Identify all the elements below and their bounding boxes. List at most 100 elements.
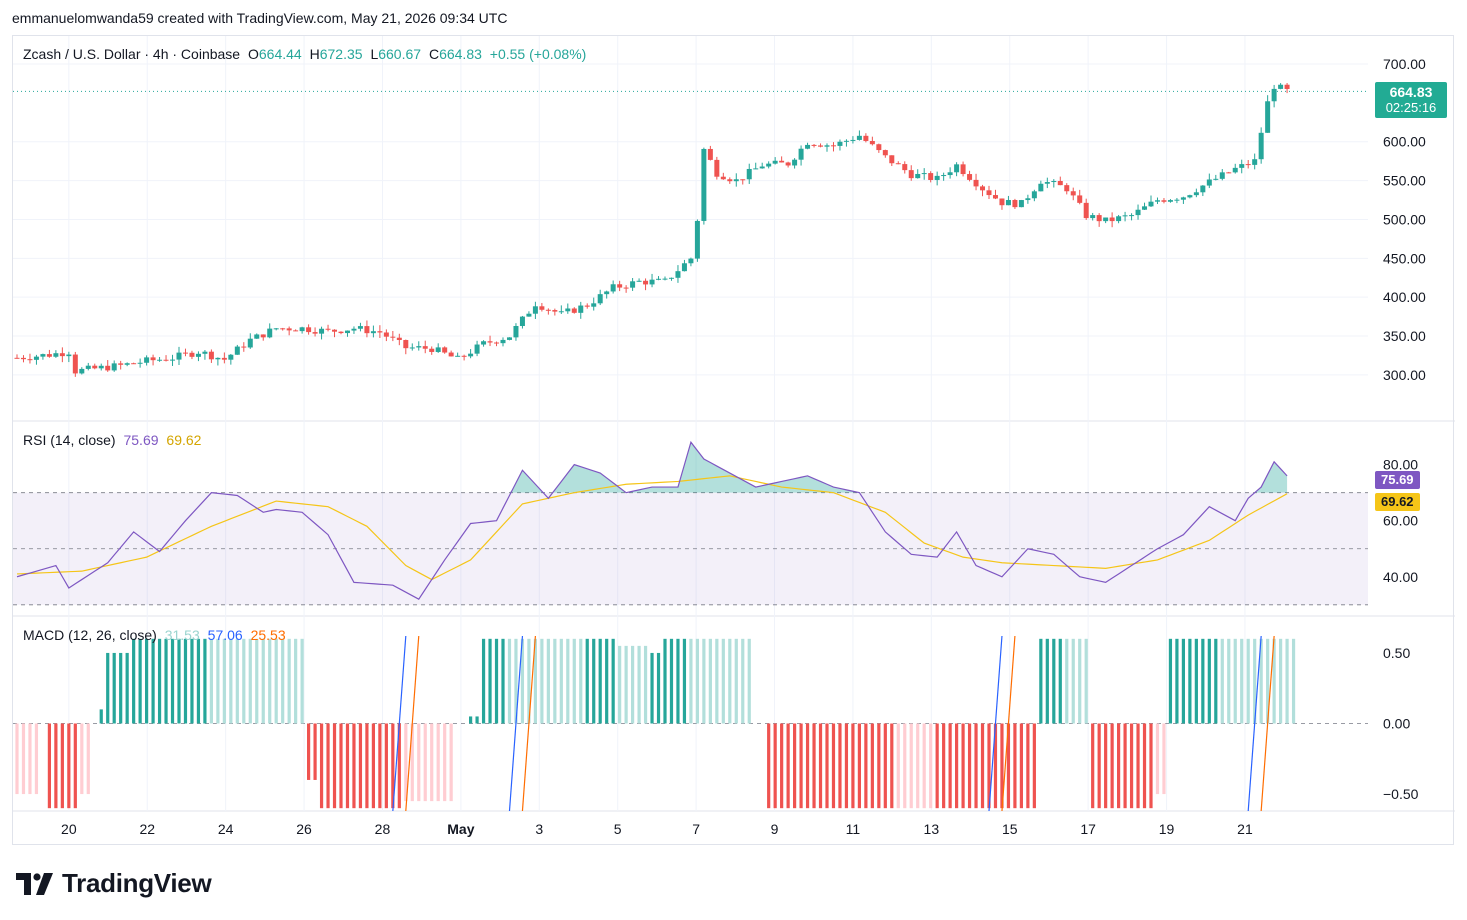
macd-hist-bar bbox=[339, 723, 343, 809]
macd-hist-bar bbox=[449, 723, 453, 802]
candle-body bbox=[1005, 200, 1011, 206]
macd-hist-bar bbox=[106, 652, 110, 724]
macd-hist-bar bbox=[255, 638, 259, 724]
candle-body bbox=[954, 164, 960, 173]
candle-body bbox=[850, 139, 856, 141]
candle-body bbox=[837, 141, 843, 146]
time-axis-tick: May bbox=[447, 821, 474, 837]
time-axis-tick: 13 bbox=[924, 821, 940, 837]
symbol-label: Zcash / U.S. Dollar · 4h · Coinbase bbox=[23, 46, 241, 62]
macd-hist-bar bbox=[326, 723, 330, 809]
candle-body bbox=[584, 305, 590, 307]
rsi-value: 75.69 bbox=[123, 432, 159, 448]
macd-hist-bar bbox=[209, 638, 213, 724]
rsi-legend: RSI (14, close) 75.69 69.62 bbox=[23, 432, 205, 448]
candle-body bbox=[494, 342, 500, 344]
price-axis-tick: 500.00 bbox=[1383, 211, 1426, 227]
candle-body bbox=[792, 159, 798, 166]
macd-hist-bar bbox=[715, 638, 719, 724]
candle-body bbox=[332, 329, 338, 332]
macd-hist-bar bbox=[942, 723, 946, 809]
macd-hist-bar bbox=[443, 723, 447, 802]
candle-body bbox=[98, 365, 104, 369]
candle-body bbox=[1142, 206, 1148, 210]
macd-hist-bar bbox=[119, 652, 123, 724]
price-axis-tick: 600.00 bbox=[1383, 134, 1426, 150]
candle-body bbox=[513, 326, 519, 338]
macd-hist-bar bbox=[1285, 638, 1289, 724]
candle-body bbox=[1154, 200, 1160, 202]
macd-hist-bar bbox=[896, 723, 900, 809]
candle-body bbox=[656, 278, 662, 280]
chart-credit: emmanuelomwanda59 created with TradingVi… bbox=[12, 10, 508, 26]
macd-hist-bar bbox=[948, 723, 952, 809]
candle-body bbox=[234, 346, 240, 355]
macd-hist-bar bbox=[546, 638, 550, 724]
candle-body bbox=[105, 365, 111, 371]
candle-body bbox=[260, 334, 266, 338]
macd-hist-bar bbox=[1233, 638, 1237, 724]
candle-body bbox=[118, 363, 124, 365]
candle-body bbox=[967, 174, 973, 180]
macd-hist-bar bbox=[1071, 638, 1075, 724]
candle-body bbox=[779, 160, 785, 163]
candle-body bbox=[27, 359, 33, 361]
time-axis-tick: 20 bbox=[61, 821, 77, 837]
candle-body bbox=[506, 337, 512, 340]
candle-body bbox=[947, 172, 953, 176]
candle-body bbox=[286, 328, 292, 331]
macd-hist-bar bbox=[378, 723, 382, 809]
macd-hist-bar bbox=[248, 638, 252, 724]
candle-body bbox=[1193, 192, 1199, 196]
macd-hist-bar bbox=[566, 638, 570, 724]
candle-body bbox=[1271, 88, 1277, 102]
macd-hist-bar bbox=[987, 723, 991, 809]
candle-body bbox=[189, 352, 195, 357]
time-axis-tick: 5 bbox=[614, 821, 622, 837]
candle-body bbox=[869, 140, 875, 145]
candle-body bbox=[416, 346, 422, 348]
candle-body bbox=[630, 281, 636, 288]
candle-body bbox=[1051, 180, 1057, 183]
candle-body bbox=[733, 179, 739, 182]
macd-hist-bar bbox=[86, 723, 90, 795]
chart-frame[interactable]: 700.00 600.00 550.00 500.00 450.00 400.00 350.… bbox=[12, 35, 1455, 846]
candle-body bbox=[111, 363, 117, 371]
candle-body bbox=[1038, 183, 1044, 192]
macd-hist-bar bbox=[559, 638, 563, 724]
candle-body bbox=[636, 280, 642, 282]
macd-hist-bar bbox=[605, 638, 609, 724]
macd-hist-bar bbox=[1091, 723, 1095, 809]
macd-hist-bar bbox=[164, 638, 168, 724]
macd-hist-bar bbox=[190, 638, 194, 724]
macd-hist-bar bbox=[1123, 723, 1127, 809]
candle-body bbox=[1213, 178, 1219, 180]
macd-hist-bar bbox=[1000, 723, 1004, 809]
rsi-ma-badge: 69.62 bbox=[1375, 493, 1420, 511]
macd-hist-bar bbox=[728, 638, 732, 724]
macd-hist-bar bbox=[540, 638, 544, 724]
macd-hist-bar bbox=[67, 723, 71, 809]
candle-body bbox=[215, 357, 221, 360]
macd-hist-bar bbox=[1110, 723, 1114, 809]
candle-body bbox=[1103, 217, 1109, 222]
candle-body bbox=[992, 195, 998, 199]
candle-body bbox=[312, 332, 318, 334]
macd-hist-bar bbox=[1279, 638, 1283, 724]
candle-body bbox=[843, 140, 849, 142]
price-axis-tick: 400.00 bbox=[1383, 289, 1426, 305]
candle-body bbox=[610, 284, 616, 292]
candle-body bbox=[500, 339, 506, 344]
candle-body bbox=[649, 279, 655, 285]
macd-hist-bar bbox=[877, 723, 881, 809]
macd-hist-bar bbox=[242, 638, 246, 724]
macd-hist-bar bbox=[1214, 638, 1218, 724]
chart-canvas[interactable]: 700.00600.00550.00500.00450.00400.00350.… bbox=[13, 36, 1455, 846]
candle-body bbox=[662, 278, 668, 280]
macd-hist-bar bbox=[579, 638, 583, 724]
macd-hist-bar bbox=[307, 723, 311, 780]
macd-hist-bar bbox=[650, 652, 654, 724]
tradingview-logo[interactable]: TradingView bbox=[16, 868, 212, 899]
macd-hist-bar bbox=[371, 723, 375, 809]
macd-hist-bar bbox=[1129, 723, 1134, 809]
